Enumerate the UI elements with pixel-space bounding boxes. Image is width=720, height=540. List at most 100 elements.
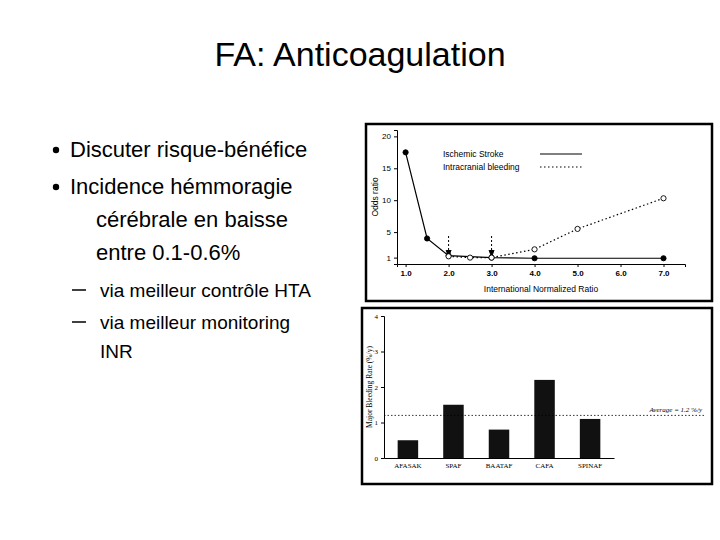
legend: Ischemic Stroke Intracranial bleeding: [443, 149, 582, 172]
y-tick: 2: [375, 384, 385, 392]
y-tick-label: 0: [375, 455, 379, 463]
average-label: Average = 1.2 %/y: [648, 406, 702, 414]
x-tick: 6.0: [615, 264, 627, 278]
x-tick-label: SPAF: [445, 462, 461, 470]
bullet-text: cérébrale en baisse: [96, 207, 288, 232]
series-point: [489, 255, 494, 260]
y-tick-mark: [394, 232, 397, 233]
x-tick: 4.0: [529, 264, 541, 278]
y-tick-label: 3: [375, 348, 379, 356]
y-axis-line: [394, 131, 398, 265]
y-tick: 0: [375, 455, 385, 463]
series-point: [661, 256, 666, 261]
x-tick: 3.0: [487, 264, 499, 278]
y-tick: 10: [382, 196, 397, 205]
sub-bullet-text: via meilleur contrôle HTA: [100, 280, 311, 301]
x-tick-label: 7.0: [658, 269, 670, 278]
y-tick: 1: [387, 254, 397, 263]
series-point: [446, 254, 451, 259]
slide-title: FA: Anticoagulation: [214, 35, 505, 73]
series-line: [449, 198, 664, 257]
sub-bullet-text: INR: [100, 341, 133, 362]
x-tick-mark: [621, 264, 622, 267]
x-tick-mark: [578, 264, 579, 267]
series-point: [575, 226, 580, 231]
y-tick-mark: [381, 387, 384, 388]
slide: FA: AnticoagulationDiscuter risque-bénéf…: [0, 0, 720, 540]
y-tick-mark: [394, 200, 397, 201]
y-tick: 3: [375, 348, 385, 356]
series-point: [532, 256, 537, 261]
x-tick-mark: [535, 264, 536, 267]
y-tick: 4: [375, 313, 385, 321]
legend-swatch: [540, 167, 582, 168]
x-tick: SPAF: [445, 458, 461, 470]
y-tick-label: 10: [382, 196, 391, 205]
x-axis: AFASAKSPAFBAATAFCAFASPINAF: [385, 458, 615, 470]
y-axis-line: [381, 317, 385, 459]
x-tick: 5.0: [572, 264, 584, 278]
series-line: [406, 152, 664, 258]
bar: [443, 405, 463, 458]
x-tick-mark: [406, 264, 407, 267]
x-axis: 1.0 2.0 3.0 4.0 5.0 6.0 7.0: [398, 264, 686, 278]
series-point: [446, 253, 451, 258]
legend-swatch: [540, 154, 582, 155]
sub-bullet-dash: [72, 321, 86, 323]
y-tick-mark: [394, 136, 397, 137]
legend-label: Ischemic Stroke: [443, 149, 504, 159]
y-tick: 5: [387, 228, 397, 237]
inr-arrow: [489, 236, 494, 257]
chart-frame: [366, 124, 712, 301]
x-tick-mark: [664, 264, 665, 267]
sub-bullet-dash: [72, 289, 86, 291]
bullet-text: entre 0.1-0.6%: [96, 240, 240, 265]
x-tick-label: 3.0: [487, 269, 499, 278]
y-tick-mark: [381, 352, 384, 353]
y-tick: 20: [382, 132, 397, 141]
y-tick-mark: [394, 258, 397, 259]
series-point: [467, 255, 472, 260]
x-tick: CAFA: [535, 458, 553, 470]
y-tick-mark: [394, 168, 397, 169]
x-tick: BAATAF: [486, 458, 513, 470]
x-tick-label: BAATAF: [486, 462, 513, 470]
x-tick-label: 4.0: [529, 269, 541, 278]
y-tick: 1: [375, 419, 385, 427]
x-axis-line: [398, 265, 686, 268]
series-point: [661, 196, 666, 201]
average-line: [384, 415, 706, 416]
series-point: [532, 247, 537, 252]
plot-area: [384, 380, 706, 458]
x-tick: 1.0: [401, 264, 413, 278]
bar: [489, 430, 509, 458]
y-axis-title: Odds ratio: [370, 177, 380, 216]
x-axis-line: [385, 458, 615, 459]
bullet-text: Incidence hémmoragie: [70, 174, 293, 199]
y-tick-label: 15: [382, 164, 391, 173]
x-tick-label: 6.0: [615, 269, 627, 278]
x-tick-label: AFASAK: [394, 462, 422, 470]
y-axis: 15101520: [382, 131, 397, 265]
x-tick-label: CAFA: [535, 462, 553, 470]
x-tick-label: 5.0: [572, 269, 584, 278]
y-tick: 15: [382, 164, 397, 173]
bullet-dot: [53, 184, 59, 190]
x-tick-label: 1.0: [401, 269, 413, 278]
y-tick-mark: [381, 423, 384, 424]
x-tick-mark: [492, 264, 493, 267]
x-tick: AFASAK: [394, 458, 422, 470]
x-tick-label: 2.0: [444, 269, 456, 278]
x-tick: 2.0: [444, 264, 456, 278]
legend-label: Intracranial bleeding: [443, 162, 520, 172]
x-tick: 7.0: [658, 264, 670, 278]
y-tick-label: 1: [387, 254, 392, 263]
x-axis-title: International Normalized Ratio: [484, 284, 599, 294]
series-point: [403, 150, 408, 155]
bar: [580, 419, 600, 458]
y-tick-label: 2: [375, 384, 379, 392]
x-tick-mark: [449, 264, 450, 267]
plot-area: [403, 150, 666, 261]
series-point: [424, 236, 429, 241]
bullet-dot: [53, 147, 59, 153]
